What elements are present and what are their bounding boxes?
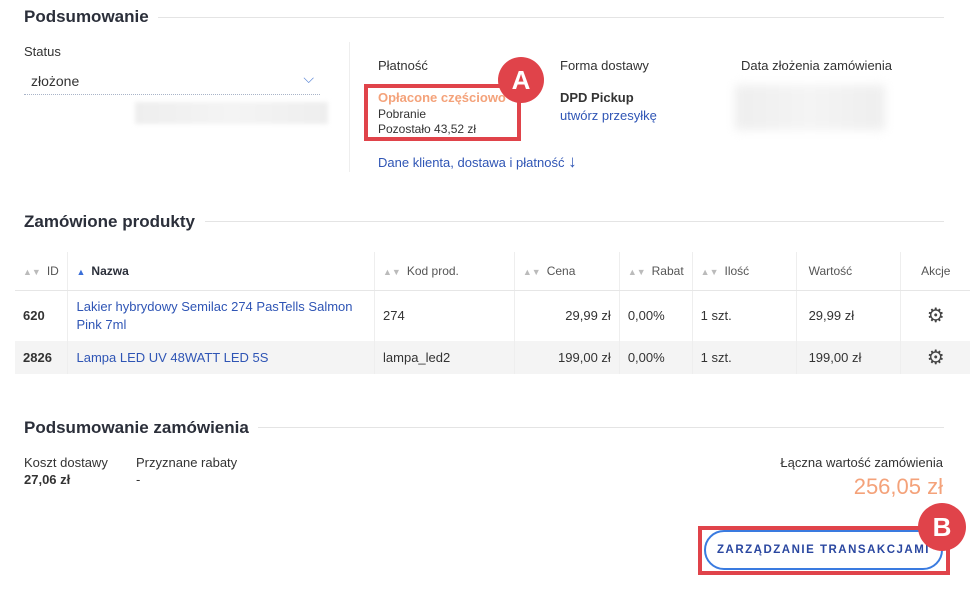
column-header-value: Wartość <box>795 252 901 291</box>
table-header: ▲▼ ID ▲ Nazwa ▲▼ Kod prod. ▲▼ Cena ▲▼ Rabat ▲… <box>15 252 970 291</box>
products-title: Zamówione produkty <box>24 212 195 231</box>
cell-value: 199,00 zł <box>795 341 901 374</box>
shipping-cost-label: Koszt dostawy <box>24 455 108 470</box>
status-select[interactable]: złożone ⌵ <box>24 68 320 95</box>
cell-id: 2826 <box>15 341 68 374</box>
date-label: Data złożenia zamówienia <box>741 58 893 73</box>
sort-icon: ▲▼ <box>700 266 719 277</box>
cell-code: 274 <box>374 290 515 341</box>
table-row: 2826 Lampa LED UV 48WATT LED 5S lampa_le… <box>15 341 970 374</box>
annotation-badge-a: A <box>498 57 544 103</box>
cell-price: 29,99 zł <box>513 290 620 341</box>
column-header-name[interactable]: ▲ Nazwa <box>67 252 375 291</box>
cell-value: 29,99 zł <box>795 290 901 341</box>
payment-remaining: Pozostało 43,52 zł <box>378 122 477 136</box>
discounts-label: Przyznane rabaty <box>136 455 238 470</box>
status-value: złożone <box>31 73 80 89</box>
shipping-value: DPD Pickup <box>560 90 634 105</box>
shipping-label: Forma dostawy <box>560 58 649 73</box>
shipping-cost: 27,06 zł <box>24 472 71 487</box>
cell-discount: 0,00% <box>618 290 693 341</box>
cell-code: lampa_led2 <box>374 341 515 374</box>
chevron-down-icon: ⌵ <box>303 70 314 86</box>
column-header-discount[interactable]: ▲▼ Rabat <box>618 252 693 291</box>
status-label: Status <box>24 44 61 59</box>
annotation-badge-b: B <box>918 503 966 551</box>
payment-status: Opłacone częściowo <box>378 90 506 105</box>
create-shipment-link[interactable]: utwórz przesyłkę <box>560 108 657 123</box>
manage-transactions-button[interactable]: ZARZĄDZANIE TRANSAKCJAMI <box>704 530 943 570</box>
redacted-date <box>735 85 885 130</box>
cell-qty: 1 szt. <box>691 290 797 341</box>
gear-icon[interactable]: ⚙ <box>900 341 970 374</box>
sort-icon: ▲▼ <box>23 266 41 277</box>
discounts-value: - <box>136 472 141 487</box>
gear-icon[interactable]: ⚙ <box>900 290 970 341</box>
sort-icon: ▲▼ <box>627 266 646 277</box>
arrow-down-icon: ↓ <box>568 152 577 171</box>
products-table: ▲▼ ID ▲ Nazwa ▲▼ Kod prod. ▲▼ Cena ▲▼ Rabat ▲… <box>15 252 970 374</box>
cell-id: 620 <box>23 308 45 324</box>
column-header-code[interactable]: ▲▼ Kod prod. <box>374 252 515 291</box>
sort-asc-icon: ▲ <box>76 266 86 277</box>
divider <box>258 427 944 428</box>
order-summary-title: Podsumowanie zamówienia <box>24 418 249 437</box>
product-name-link[interactable]: Lakier hybrydowy Semilac 274 PasTells Sa… <box>67 290 375 341</box>
cell-price: 199,00 zł <box>513 341 620 374</box>
cell-discount: 0,00% <box>618 341 693 374</box>
table-row: 620 Lakier hybrydowy Semilac 274 PasTell… <box>15 290 970 341</box>
column-header-id[interactable]: ▲▼ ID <box>15 252 68 291</box>
annotation-box-b <box>698 526 950 575</box>
client-details-link[interactable]: Dane klienta, dostawa i płatność ↓ <box>378 152 577 172</box>
column-header-actions: Akcje <box>900 252 970 291</box>
column-header-price[interactable]: ▲▼ Cena <box>513 252 620 291</box>
sort-icon: ▲▼ <box>383 266 401 277</box>
payment-method: Pobranie <box>378 107 427 121</box>
summary-title: Podsumowanie <box>24 7 149 26</box>
divider <box>158 17 944 18</box>
cell-qty: 1 szt. <box>691 341 797 374</box>
payment-label: Płatność <box>378 58 428 73</box>
divider <box>349 42 350 172</box>
divider <box>205 221 944 222</box>
product-name-link[interactable]: Lampa LED UV 48WATT LED 5S <box>67 341 375 374</box>
annotation-box-a <box>364 84 521 141</box>
redacted-field <box>135 102 328 124</box>
sort-icon: ▲▼ <box>522 266 541 277</box>
total-label: Łączna wartość zamówienia <box>780 455 943 470</box>
column-header-qty[interactable]: ▲▼ Ilość <box>691 252 797 291</box>
total-value: 256,05 zł <box>853 474 943 499</box>
client-details-label: Dane klienta, dostawa i płatność <box>378 155 565 170</box>
